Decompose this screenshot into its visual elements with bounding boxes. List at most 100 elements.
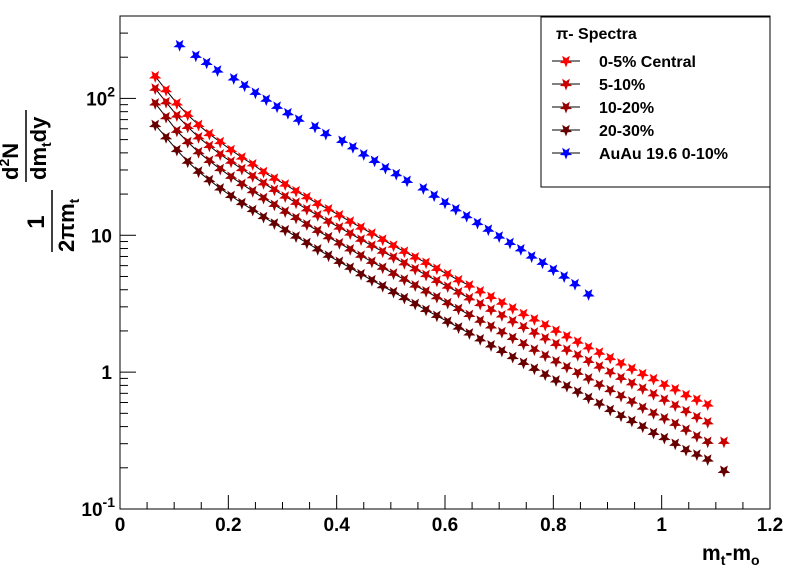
data-point xyxy=(614,372,628,385)
y-title-dm: dm xyxy=(26,147,51,180)
data-point xyxy=(463,292,476,305)
data-point xyxy=(560,361,574,374)
data-point xyxy=(430,263,444,276)
data-point xyxy=(679,444,693,457)
data-point xyxy=(690,431,704,443)
data-point xyxy=(701,436,714,449)
data-point xyxy=(398,292,411,305)
x-title-minus-m: -m xyxy=(725,542,751,565)
data-point xyxy=(376,262,389,275)
data-point xyxy=(235,178,249,191)
data-point xyxy=(376,280,389,293)
data-point xyxy=(427,190,441,203)
data-point xyxy=(528,314,541,326)
x-axis-title: mt-mo xyxy=(702,542,760,568)
data-point xyxy=(289,197,303,210)
data-point xyxy=(409,298,422,311)
y-tick-label: 1 xyxy=(101,363,112,384)
data-point xyxy=(344,244,357,256)
data-point xyxy=(484,321,498,333)
data-point xyxy=(679,405,693,418)
y-title-one: 1 xyxy=(23,215,50,228)
data-point xyxy=(181,136,194,149)
data-point xyxy=(593,361,606,373)
data-point xyxy=(593,398,606,410)
data-point xyxy=(614,358,628,370)
legend-marker xyxy=(559,147,573,160)
data-point xyxy=(159,111,173,124)
data-point xyxy=(300,237,314,250)
data-point xyxy=(441,281,454,294)
data-point xyxy=(484,304,498,317)
data-point xyxy=(333,210,346,222)
data-point xyxy=(528,363,541,376)
data-point xyxy=(474,298,487,311)
data-point xyxy=(159,132,173,144)
data-point xyxy=(344,262,357,275)
data-point xyxy=(224,171,238,184)
data-point xyxy=(419,304,433,317)
x-title-m: m xyxy=(702,542,721,565)
legend-marker xyxy=(559,78,573,91)
y-title-denominator-2: dmtdy xyxy=(26,116,54,180)
data-point xyxy=(506,302,519,315)
data-point xyxy=(604,404,617,417)
data-point xyxy=(387,268,400,281)
data-point xyxy=(449,203,463,216)
data-point xyxy=(528,344,541,357)
data-point xyxy=(238,80,251,93)
data-point xyxy=(268,184,281,197)
data-point xyxy=(387,286,400,299)
data-point xyxy=(149,119,162,132)
data-point xyxy=(463,309,476,322)
data-point xyxy=(335,135,349,148)
data-point xyxy=(192,119,205,132)
data-point xyxy=(669,438,682,451)
data-point xyxy=(625,363,639,376)
data-point xyxy=(495,310,509,322)
data-point xyxy=(517,357,530,370)
data-point xyxy=(322,250,335,263)
data-point xyxy=(311,244,324,256)
data-point xyxy=(300,203,314,216)
data-point xyxy=(292,114,305,127)
legend-marker xyxy=(559,101,573,114)
tick-labels: 0 0.2 0.4 0.6 0.8 1 1.2 1 10 102 10-1 xyxy=(81,83,783,536)
data-point xyxy=(354,268,368,281)
data-point xyxy=(322,216,335,229)
data-point xyxy=(582,289,595,301)
x-tick-label: 0.2 xyxy=(215,515,241,536)
data-point xyxy=(560,330,574,343)
data-point xyxy=(441,268,454,281)
data-point xyxy=(224,156,238,169)
data-point xyxy=(636,368,649,381)
data-point xyxy=(365,274,379,287)
data-point xyxy=(560,380,574,393)
data-point xyxy=(246,159,259,171)
data-point xyxy=(333,256,346,269)
fit-line xyxy=(154,103,470,316)
data-point xyxy=(484,291,498,304)
data-point xyxy=(463,328,476,340)
data-point xyxy=(357,149,370,161)
data-point xyxy=(211,65,224,77)
data-point xyxy=(438,197,452,210)
data-point xyxy=(333,222,346,234)
data-point xyxy=(311,210,324,222)
data-point xyxy=(604,366,617,379)
data-point xyxy=(344,216,357,229)
data-point xyxy=(517,321,530,334)
data-point xyxy=(503,237,517,250)
x-title-t: t xyxy=(721,552,726,568)
data-point xyxy=(354,250,368,263)
data-point xyxy=(417,183,430,195)
data-point xyxy=(679,389,693,402)
x-tick-label: 1.2 xyxy=(757,515,783,536)
data-point xyxy=(192,146,205,159)
data-point xyxy=(441,297,454,310)
y-title-N: N xyxy=(0,143,23,159)
data-point xyxy=(647,388,660,401)
legend-marker xyxy=(559,55,573,68)
data-point xyxy=(173,39,186,52)
legend-label: 5-10% xyxy=(599,77,645,94)
